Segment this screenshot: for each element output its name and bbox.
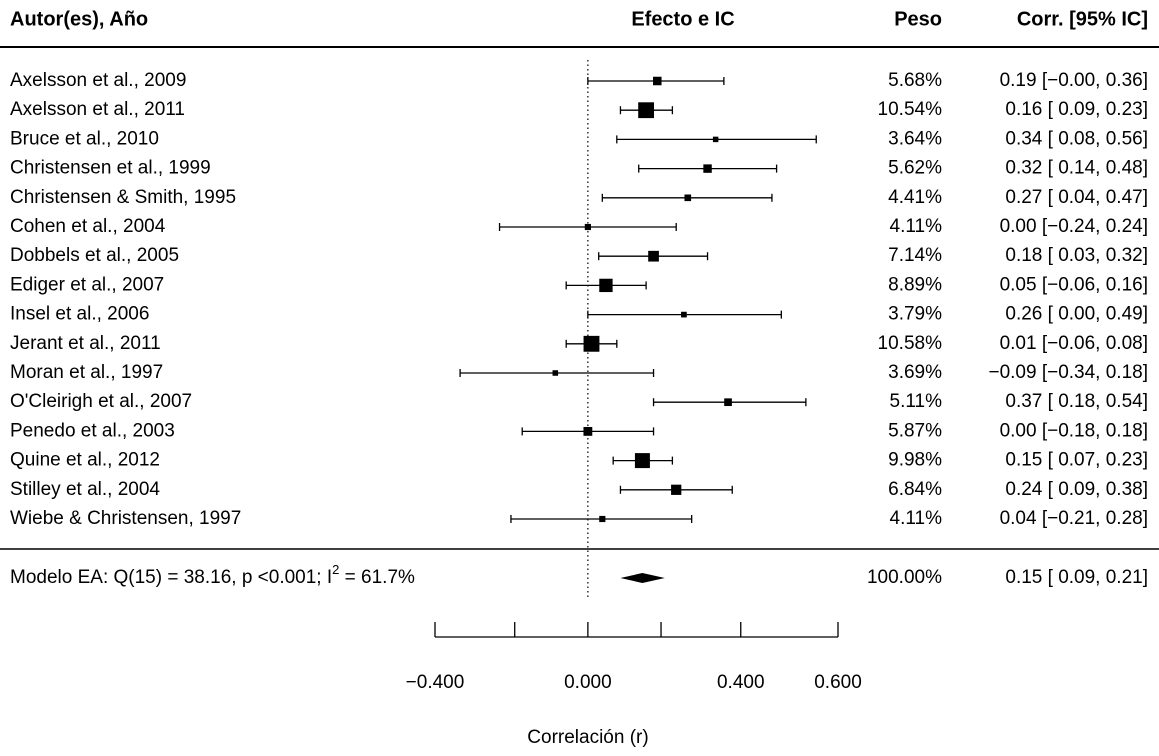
value-label: 0.19 [−0.00, 0.36] [1000, 70, 1148, 91]
value-label: 0.32 [ 0.14, 0.48] [1005, 158, 1148, 179]
weight-label: 5.87% [888, 420, 942, 441]
study-label: Quine et al., 2012 [10, 450, 160, 471]
study-label: Axelsson et al., 2009 [10, 70, 186, 91]
weight-label: 10.54% [878, 99, 943, 120]
study-label: Axelsson et al., 2011 [10, 99, 185, 120]
header: Autor(es), Año [10, 8, 148, 30]
effect-square [724, 398, 732, 407]
summary-diamond [620, 573, 665, 583]
weight-label: 6.84% [888, 479, 942, 500]
effect-square [634, 453, 650, 469]
effect-square [648, 250, 659, 262]
value-label: 0.24 [ 0.09, 0.38] [1005, 479, 1148, 500]
weight-label: 4.11% [890, 216, 943, 237]
value-label: 0.05 [−0.06, 0.16] [1000, 274, 1148, 295]
value-label: 0.34 [ 0.08, 0.56] [1005, 128, 1148, 149]
value-label: 0.01 [−0.06, 0.08] [1000, 333, 1148, 354]
study-label: Moran et al., 1997 [10, 362, 163, 383]
effect-square [671, 484, 682, 495]
study-label: Jerant et al., 2011 [10, 333, 161, 354]
x-tick-label: 0.600 [814, 672, 862, 693]
weight-label: 5.11% [890, 391, 943, 412]
study-label: Christensen et al., 1999 [10, 158, 211, 179]
weight-label: 10.58% [878, 333, 943, 354]
summary-value-label: 0.15 [ 0.09, 0.21] [1005, 567, 1148, 588]
study-label: Insel et al., 2006 [10, 304, 149, 325]
value-label: 0.37 [ 0.18, 0.54] [1005, 391, 1148, 412]
study-label: Ediger et al., 2007 [10, 274, 164, 295]
weight-label: 9.98% [888, 450, 942, 471]
effect-square [599, 515, 606, 523]
value-label: 0.00 [−0.24, 0.24] [1000, 216, 1148, 237]
study-label: Wiebe & Christensen, 1997 [10, 508, 241, 529]
summary-label: Modelo EA: Q(15) = 38.16, p <0.001; I2 =… [10, 562, 415, 588]
summary-label-part: 2 [332, 562, 339, 577]
value-label: 0.00 [−0.18, 0.18] [1000, 420, 1148, 441]
effect-square [583, 335, 600, 352]
study-label: Cohen et al., 2004 [10, 216, 166, 237]
study-label: Dobbels et al., 2005 [10, 245, 179, 266]
x-tick-label: 0.400 [717, 672, 765, 693]
study-label: Penedo et al., 2003 [10, 420, 175, 441]
value-label: 0.18 [ 0.03, 0.32] [1005, 245, 1148, 266]
value-label: 0.15 [ 0.07, 0.23] [1005, 450, 1148, 471]
x-tick-label: 0.000 [564, 672, 612, 693]
study-label: O'Cleirigh et al., 2007 [10, 391, 192, 412]
effect-square [599, 278, 613, 293]
summary-label-part: Modelo EA: Q(15) = 38.16, p <0.001; I [10, 567, 332, 588]
value-label: 0.26 [ 0.00, 0.49] [1005, 304, 1148, 325]
weight-label: 3.64% [888, 128, 942, 149]
header: Corr. [95% IC] [1017, 8, 1148, 30]
weight-label: 3.79% [888, 304, 942, 325]
header: Efecto e IC [631, 8, 734, 30]
x-axis-label: Correlación (r) [527, 727, 648, 748]
weight-label: 7.14% [888, 245, 942, 266]
weight-label: 5.68% [888, 70, 942, 91]
value-label: −0.09 [−0.34, 0.18] [988, 362, 1148, 383]
value-label: 0.04 [−0.21, 0.28] [1000, 508, 1148, 529]
effect-square [684, 194, 692, 202]
study-label: Stilley et al., 2004 [10, 479, 160, 500]
study-label: Christensen & Smith, 1995 [10, 187, 236, 208]
effect-square [584, 223, 591, 231]
effect-square [638, 102, 655, 119]
summary-weight: 100.00% [867, 567, 942, 588]
effect-square [703, 164, 712, 173]
study-label: Bruce et al., 2010 [10, 128, 159, 149]
value-label: 0.16 [ 0.09, 0.23] [1005, 99, 1148, 120]
effect-square [681, 311, 687, 318]
summary-label-part: = 61.7% [339, 567, 415, 588]
weight-label: 8.89% [888, 274, 942, 295]
weight-label: 5.62% [888, 158, 942, 179]
effect-square [712, 136, 719, 143]
effect-square [583, 426, 593, 436]
x-tick-label: −0.400 [406, 672, 465, 693]
header: Peso [894, 8, 942, 30]
effect-square [552, 370, 559, 376]
weight-label: 4.41% [888, 187, 942, 208]
weight-label: 4.11% [890, 508, 943, 529]
effect-square [653, 76, 662, 86]
weight-label: 3.69% [888, 362, 942, 383]
value-label: 0.27 [ 0.04, 0.47] [1005, 187, 1148, 208]
